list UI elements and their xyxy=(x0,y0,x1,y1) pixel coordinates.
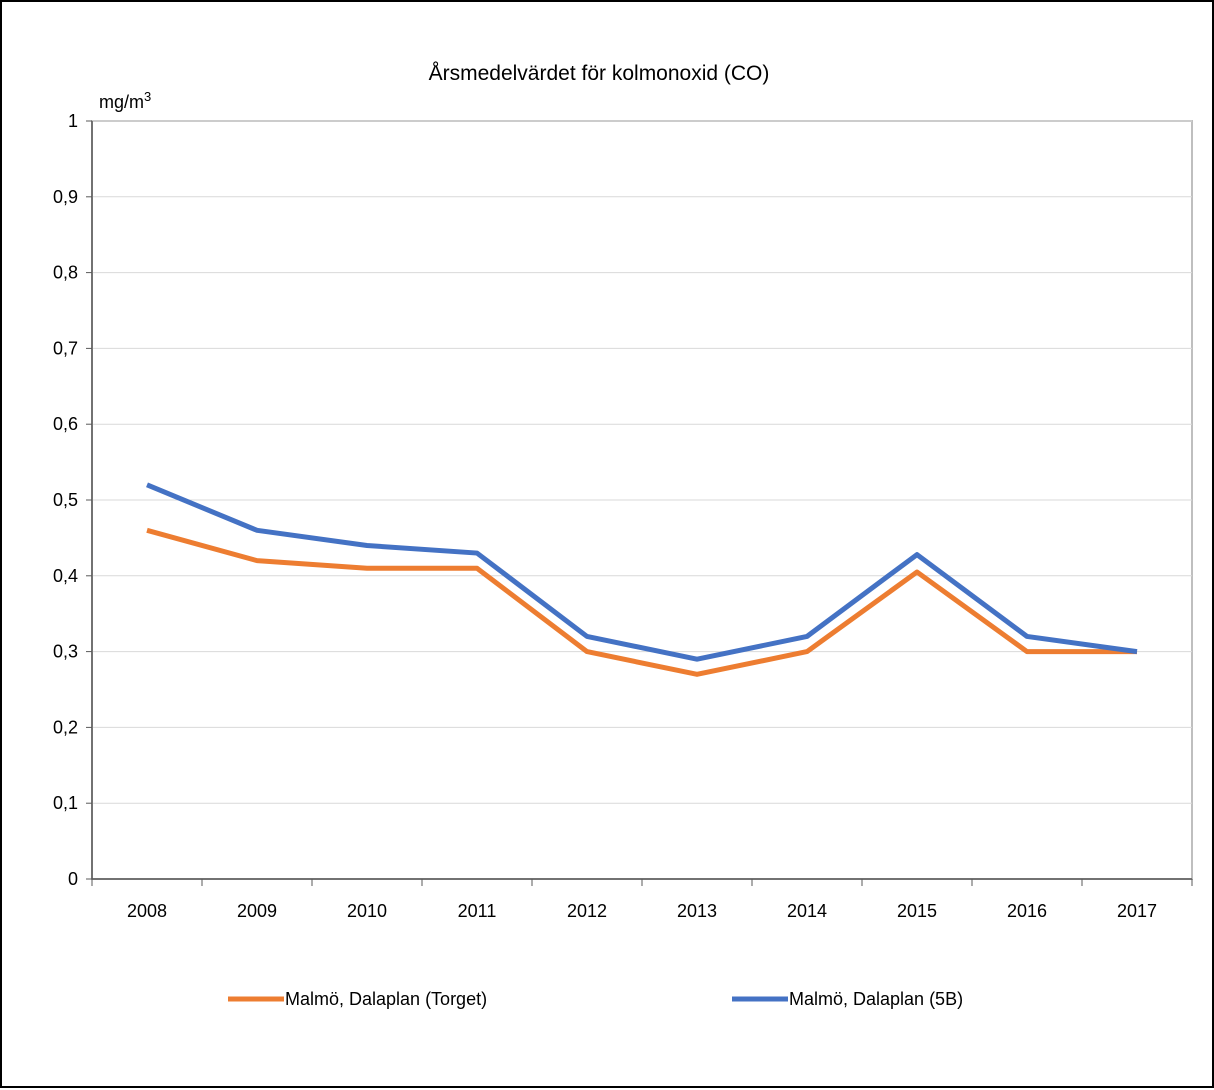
y-tick-label: 0,4 xyxy=(53,566,78,586)
series-line-1 xyxy=(147,530,1137,674)
legend-label-2: Malmö, Dalaplan (5B) xyxy=(789,989,963,1009)
x-tick-label: 2011 xyxy=(458,901,497,921)
y-axis-unit-superscript: 3 xyxy=(144,89,151,104)
legend-label-1: Malmö, Dalaplan (Torget) xyxy=(285,989,487,1009)
y-tick-label: 0,7 xyxy=(53,338,78,358)
x-tick-label: 2016 xyxy=(1007,901,1047,921)
y-tick-label: 0,9 xyxy=(53,187,78,207)
x-tick-label: 2009 xyxy=(237,901,277,921)
series-lines xyxy=(147,485,1137,675)
x-tick-label: 2013 xyxy=(677,901,717,921)
x-tick-label: 2010 xyxy=(347,901,387,921)
gridlines xyxy=(92,121,1192,879)
y-tick-label: 0,1 xyxy=(53,793,78,813)
y-tick-label: 0,2 xyxy=(53,717,78,737)
x-tick-label: 2008 xyxy=(127,901,167,921)
y-axis-unit-label: mg/m3 xyxy=(99,89,151,112)
legend: Malmö, Dalaplan (Torget) Malmö, Dalaplan … xyxy=(228,989,963,1009)
y-tick-label: 0,8 xyxy=(53,263,78,283)
x-tick-label: 2017 xyxy=(1117,901,1157,921)
x-tick-label: 2014 xyxy=(787,901,827,921)
y-tick-label: 0 xyxy=(68,869,78,889)
y-tick-label: 1 xyxy=(68,111,78,131)
chart-title: Årsmedelvärdet för kolmonoxid (CO) xyxy=(429,62,770,85)
x-tick-label: 2012 xyxy=(567,901,607,921)
series-line-2 xyxy=(147,485,1137,659)
x-tick-label: 2015 xyxy=(897,901,937,921)
y-tick-label: 0,6 xyxy=(53,414,78,434)
y-tick-label: 0,3 xyxy=(53,642,78,662)
y-axis-unit-text: mg/m xyxy=(99,92,144,112)
y-tick-label: 0,5 xyxy=(53,490,78,510)
